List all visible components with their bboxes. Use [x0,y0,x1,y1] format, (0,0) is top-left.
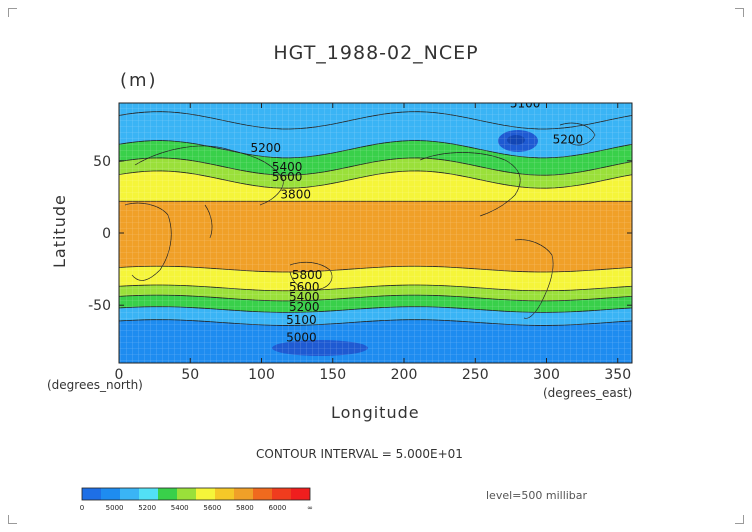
x-tick-label-6: 300 [533,367,560,383]
contour-label-6: 5800 [292,268,323,282]
colorbar-label-5: 5800 [236,504,254,512]
contour-annotations: 5100520052005400560038005800560054005200… [251,96,584,344]
contour-label-1: 5200 [553,132,584,146]
x-tick-label-3: 150 [319,367,346,383]
colorbar-swatch-7 [215,488,234,500]
colorbar-swatch-1 [101,488,120,500]
level-text: level=500 millibar [486,489,588,502]
x-tick-label-7: 350 [604,367,631,383]
colorbar-label-0: 0 [80,504,84,512]
contour-label-2: 5200 [251,141,282,155]
x-tick-label-0: 0 [115,367,124,383]
contour-label-3: 5400 [272,160,303,174]
units-label: (m) [120,70,158,91]
contour-label-8: 5400 [289,290,320,304]
colorbar-swatch-8 [234,488,253,500]
colorbar: 0 5000 5200 5400 5600 5800 6000 ∞ [80,487,313,512]
colorbar-label-1: 5000 [106,504,124,512]
contour-label-5: 3800 [280,187,311,201]
colorbar-label-3: 5400 [171,504,189,512]
contour-label-0: 5100 [510,96,541,110]
page-corner-top-left [8,8,17,17]
x-axis-label: Longitude [331,403,420,422]
colorbar-frame [81,487,311,501]
y-tick-label-1: 0 [102,226,111,242]
contour-interval-text: CONTOUR INTERVAL = 5.000E+01 [256,447,463,461]
colorbar-swatch-2 [120,488,139,500]
page-corner-bottom-left [8,515,17,524]
x-axis-units: (degrees_east) [543,386,633,400]
colorbar-label-6: 6000 [269,504,287,512]
page-corner-top-right [735,8,744,17]
x-tick-label-4: 200 [391,367,418,383]
contour-label-4: 5600 [272,170,303,184]
contour-label-7: 5600 [289,280,320,294]
colorbar-swatch-6 [196,488,215,500]
y-axis-units: (degrees_north) [47,378,143,392]
grid-overlay [119,103,632,363]
colorbar-swatch-9 [253,488,272,500]
colorbar-swatch-5 [177,488,196,500]
page-corner-bottom-right [735,515,744,524]
y-tick-label-2: 50 [93,154,111,170]
contour-label-9: 5200 [289,300,320,314]
colorbar-label-7: ∞ [307,504,313,512]
chart-title: HGT_1988-02_NCEP [273,42,479,64]
colorbar-swatch-0 [82,488,101,500]
colorbar-swatch-11 [291,488,310,500]
x-tick-label-1: 50 [181,367,199,383]
colorbar-label-4: 5600 [203,504,221,512]
colorbar-swatch-4 [158,488,177,500]
x-tick-label-5: 250 [462,367,489,383]
y-tick-label-0: -50 [88,298,111,314]
axis-ticks: 0 50 100 150 200 250 300 350 -50 0 50 [88,103,632,383]
colorbar-swatch-3 [139,488,158,500]
contour-label-11: 5000 [286,330,317,344]
colorbar-label-2: 5200 [138,504,156,512]
contour-label-10: 5100 [286,313,317,327]
x-tick-label-2: 100 [248,367,275,383]
colorbar-swatch-10 [272,488,291,500]
